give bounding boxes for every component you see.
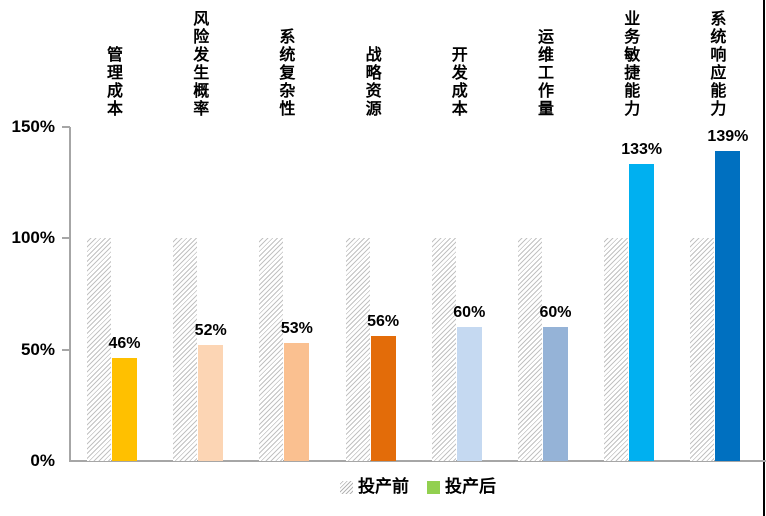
legend: 投产前 投产后 bbox=[70, 474, 766, 500]
y-axis-tick bbox=[62, 237, 70, 239]
category-label: 开发成本 bbox=[448, 46, 466, 118]
bar-after bbox=[629, 164, 655, 461]
legend-swatch-hatched-icon bbox=[340, 480, 353, 494]
bar-before bbox=[173, 238, 198, 461]
page-right-border bbox=[763, 0, 765, 516]
y-axis-line bbox=[69, 126, 71, 461]
bar-before bbox=[345, 238, 370, 461]
value-label: 133% bbox=[621, 141, 663, 159]
bar-before bbox=[518, 238, 542, 461]
bar-before bbox=[431, 238, 456, 461]
category-label: 管理成本 bbox=[104, 46, 121, 118]
value-label: 60% bbox=[539, 304, 572, 322]
legend-item-after: 投产后 bbox=[427, 477, 496, 497]
bar-after bbox=[370, 336, 396, 461]
bar-before bbox=[259, 238, 284, 461]
y-axis-tick bbox=[62, 348, 70, 351]
y-axis-tick-label: 150% bbox=[11, 116, 55, 136]
y-axis-tick bbox=[62, 125, 70, 128]
bar-before bbox=[690, 238, 715, 461]
bar-after bbox=[284, 342, 310, 461]
value-label: 52% bbox=[194, 322, 227, 340]
bar-after bbox=[198, 345, 224, 461]
category-label: 运维工作量 bbox=[535, 28, 552, 118]
bar-before bbox=[87, 238, 111, 461]
category-label: 战略资源 bbox=[362, 46, 380, 118]
value-label: 53% bbox=[280, 319, 313, 337]
y-axis-tick-label: 50% bbox=[20, 339, 55, 359]
value-label: 56% bbox=[367, 313, 400, 331]
category-label: 风险发生概率 bbox=[190, 10, 208, 118]
bar-after bbox=[543, 327, 568, 461]
bar-after bbox=[112, 358, 137, 461]
y-axis-tick-label: 0% bbox=[30, 451, 55, 470]
value-label: 139% bbox=[707, 128, 749, 146]
category-label: 业务敏捷能力 bbox=[621, 10, 639, 118]
legend-label-after: 投产后 bbox=[445, 477, 496, 496]
bar-before bbox=[604, 238, 629, 461]
legend-item-before: 投产前 bbox=[340, 477, 409, 497]
x-axis-line bbox=[69, 460, 766, 462]
y-axis-tick-label: 100% bbox=[11, 228, 55, 247]
value-label: 46% bbox=[108, 335, 141, 353]
bar-after bbox=[456, 327, 482, 461]
bar-after bbox=[715, 151, 741, 461]
legend-label-before: 投产前 bbox=[358, 477, 409, 496]
category-label: 系统响应能力 bbox=[707, 10, 725, 118]
legend-swatch-green-icon bbox=[427, 480, 440, 494]
value-label: 60% bbox=[453, 304, 486, 322]
category-label: 系统复杂性 bbox=[276, 28, 294, 118]
